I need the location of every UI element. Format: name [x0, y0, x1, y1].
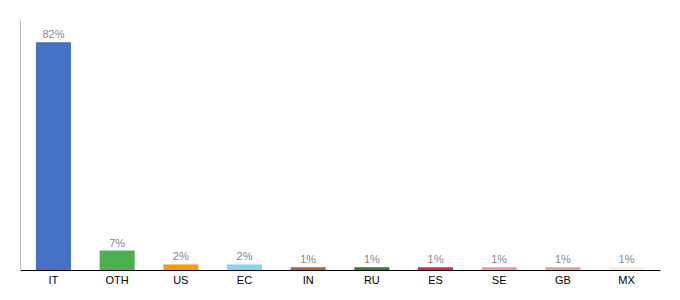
data-label: 2% — [237, 250, 253, 262]
data-label: 1% — [300, 253, 316, 265]
bar — [609, 267, 644, 270]
data-label: 7% — [109, 237, 125, 249]
x-tick: MX — [618, 274, 635, 286]
x-tick: RU — [364, 274, 380, 286]
x-tick-label: US — [173, 274, 188, 286]
x-axis: IT OTH US EC IN RU ES SE GB MX — [21, 271, 661, 286]
chart: 82% 7% 2% 2% 1% 1% 1% 1% 1% 1% IT OTH US EC IN RU ES SE GB… — [0, 0, 680, 300]
bar — [291, 267, 326, 270]
bar — [482, 267, 517, 270]
bar — [418, 267, 453, 270]
data-label: 2% — [173, 250, 189, 262]
x-tick: SE — [492, 274, 507, 286]
bar — [227, 264, 262, 270]
x-tick-label: IT — [49, 274, 59, 286]
x-tick-label: ES — [428, 274, 443, 286]
data-label: 1% — [428, 253, 444, 265]
x-tick-label: RU — [364, 274, 380, 286]
x-tick: GB — [555, 274, 571, 286]
data-label: 1% — [364, 253, 380, 265]
data-label: 1% — [555, 253, 571, 265]
x-tick-label: IN — [303, 274, 314, 286]
data-label: 1% — [619, 253, 635, 265]
bar — [163, 264, 198, 270]
x-tick: IN — [303, 274, 314, 286]
x-tick: OTH — [105, 274, 128, 286]
x-tick-label: EC — [237, 274, 252, 286]
x-tick-label: MX — [618, 274, 635, 286]
x-tick-label: GB — [555, 274, 571, 286]
x-axis-line — [21, 270, 661, 271]
data-labels: 82% 7% 2% 2% 1% 1% 1% 1% 1% 1% — [42, 28, 634, 265]
bar — [354, 267, 389, 270]
y-axis-line — [20, 21, 21, 271]
y-axis — [20, 21, 21, 271]
bar — [545, 267, 580, 270]
bar — [100, 251, 135, 270]
x-tick-label: OTH — [105, 274, 128, 286]
bars — [36, 42, 644, 270]
bar — [36, 42, 71, 270]
x-tick: US — [173, 274, 188, 286]
x-tick-label: SE — [492, 274, 507, 286]
data-label: 1% — [491, 253, 507, 265]
x-tick: ES — [428, 274, 443, 286]
x-tick: IT — [49, 274, 59, 286]
data-label: 82% — [42, 28, 64, 40]
plot: 82% 7% 2% 2% 1% 1% 1% 1% 1% 1% IT OTH US EC IN RU ES SE GB… — [21, 21, 661, 286]
x-tick: EC — [237, 274, 252, 286]
